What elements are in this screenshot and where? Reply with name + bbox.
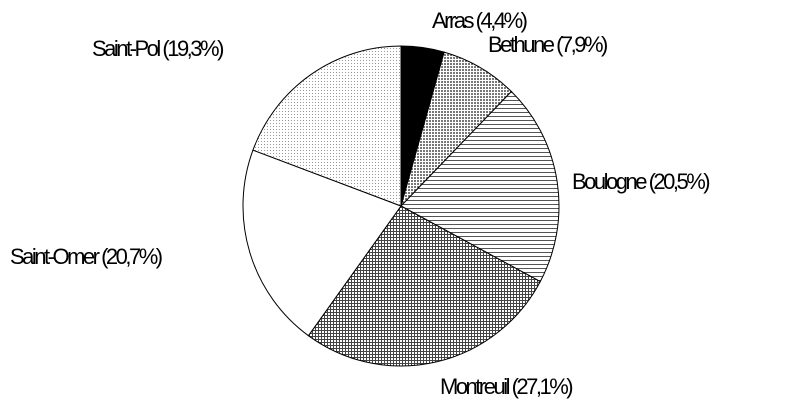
- pie-slice: [242, 149, 402, 337]
- slice-label: Boulogne (20,5%): [572, 169, 709, 194]
- slice-label: Saint-Omer (20,7%): [10, 244, 162, 269]
- pie-slice: [307, 205, 541, 367]
- pie-slice: [400, 90, 560, 283]
- slice-label: Arras (4,4%): [432, 8, 527, 33]
- slice-label: Bethune (7,9%): [488, 32, 607, 57]
- slice-label: Saint-Pol (19,3%): [92, 36, 223, 61]
- pie-slice: [252, 45, 402, 207]
- slice-label: Montreuil (27,1%): [440, 374, 572, 399]
